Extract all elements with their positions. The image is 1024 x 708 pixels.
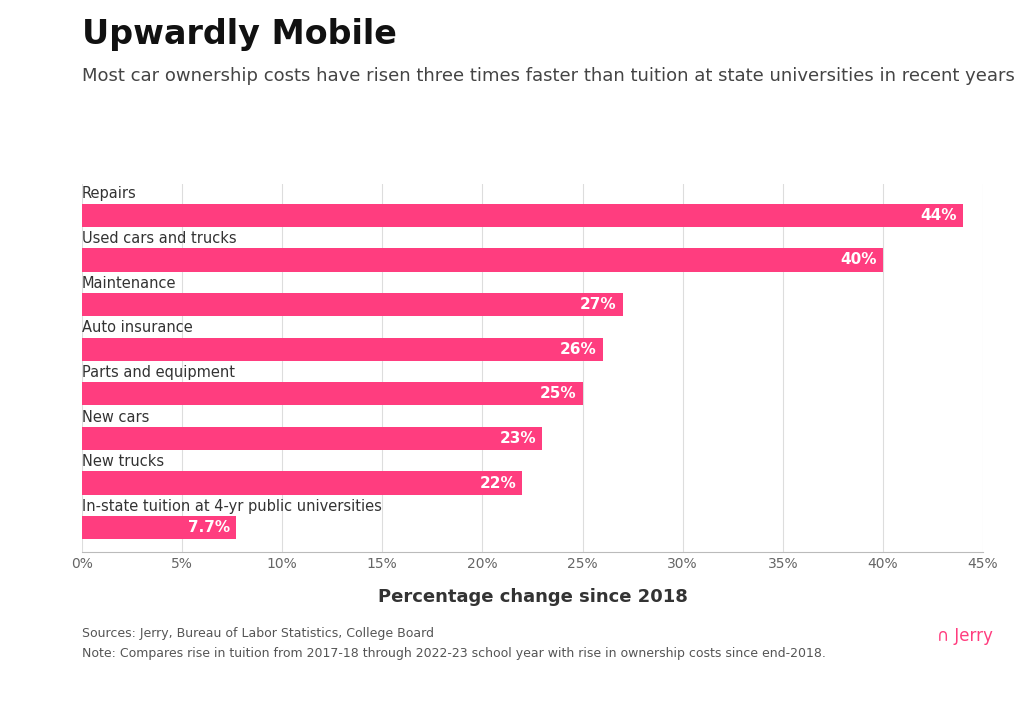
Text: In-state tuition at 4-yr public universities: In-state tuition at 4-yr public universi…	[82, 499, 382, 514]
Text: 26%: 26%	[560, 342, 597, 357]
Bar	[82, 338, 602, 361]
Text: Upwardly Mobile: Upwardly Mobile	[82, 18, 396, 51]
Text: Auto insurance: Auto insurance	[82, 320, 193, 336]
Text: 44%: 44%	[921, 208, 957, 223]
Text: ∩ Jerry: ∩ Jerry	[937, 627, 993, 644]
Bar	[82, 516, 237, 539]
Text: 23%: 23%	[500, 431, 537, 446]
Text: 27%: 27%	[580, 297, 616, 312]
Text: 25%: 25%	[540, 387, 577, 401]
Text: New trucks: New trucks	[82, 455, 164, 469]
Bar	[82, 293, 623, 316]
X-axis label: Percentage change since 2018: Percentage change since 2018	[378, 588, 687, 606]
Text: Sources: Jerry, Bureau of Labor Statistics, College Board
Note: Compares rise in: Sources: Jerry, Bureau of Labor Statisti…	[82, 627, 825, 660]
Bar	[82, 427, 543, 450]
Text: Most car ownership costs have risen three times faster than tuition at state uni: Most car ownership costs have risen thre…	[82, 67, 1015, 85]
Text: Used cars and trucks: Used cars and trucks	[82, 231, 237, 246]
Text: 7.7%: 7.7%	[188, 520, 230, 535]
Text: 22%: 22%	[479, 476, 516, 491]
Bar	[82, 472, 522, 495]
Bar	[82, 249, 883, 272]
Text: 40%: 40%	[841, 253, 877, 268]
Text: New cars: New cars	[82, 410, 150, 425]
Text: Repairs: Repairs	[82, 186, 136, 202]
Bar	[82, 382, 583, 406]
Text: Parts and equipment: Parts and equipment	[82, 365, 234, 380]
Bar	[82, 204, 963, 227]
Text: Maintenance: Maintenance	[82, 275, 176, 291]
